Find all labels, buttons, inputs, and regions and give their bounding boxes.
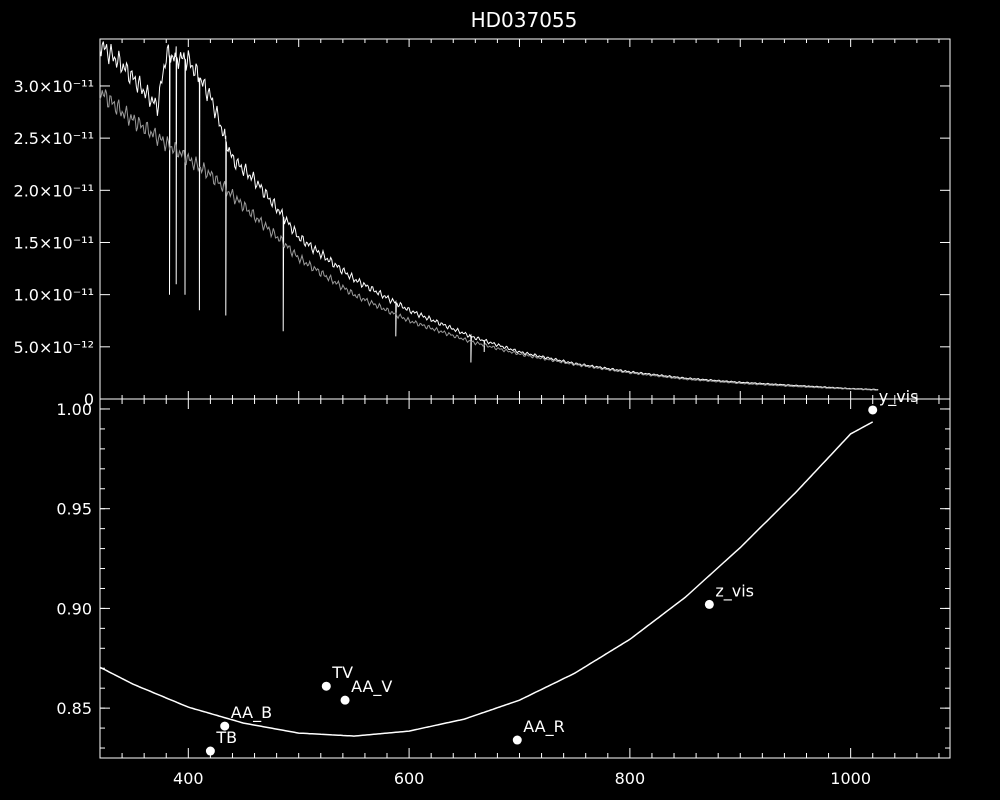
filter-point	[321, 681, 331, 691]
spectrum-series-line	[99, 41, 879, 391]
spectrum-ticks-group: 0 5.0×10⁻¹² 1.0×10⁻¹¹ 1.5×10⁻¹¹ 2.0×10⁻¹¹ 2.5…	[14, 39, 950, 409]
y-tick-label: 0	[84, 390, 94, 409]
y-tick-label: 3.0×10⁻¹¹	[14, 77, 94, 96]
y-tick-label: 0.90	[56, 599, 92, 618]
y-tick-label: 0.85	[56, 699, 92, 718]
fit-curve-line	[99, 421, 874, 737]
x-tick-label: 800	[615, 769, 646, 788]
filter-point-label: AA_V	[351, 677, 392, 697]
filter-point-label: TB	[215, 728, 237, 747]
y-tick-label: 2.0×10⁻¹¹	[14, 181, 94, 200]
filter-point-label: y_vis	[879, 387, 919, 407]
filter-point-label: TV	[331, 663, 353, 682]
y-tick-label: 1.0×10⁻¹¹	[14, 286, 94, 305]
chart-title: HD037055	[471, 8, 578, 32]
y-tick-label: 1.5×10⁻¹¹	[14, 233, 94, 252]
spectrum-series-group	[99, 41, 879, 391]
filter-point	[868, 405, 878, 415]
filter-point-label: z_vis	[715, 581, 754, 601]
fit-curve-group	[99, 421, 874, 737]
y-tick-label: 2.5×10⁻¹¹	[14, 129, 94, 148]
spectrum-panel: 0 5.0×10⁻¹² 1.0×10⁻¹¹ 1.5×10⁻¹¹ 2.0×10⁻¹¹ 2.5…	[14, 38, 951, 409]
x-tick-label: 600	[394, 769, 425, 788]
filter-point	[205, 746, 215, 756]
filter-point-label: AA_R	[523, 717, 564, 737]
y-tick-label: 1.00	[56, 400, 92, 419]
filter-point-label: AA_B	[231, 703, 272, 723]
filter-point	[704, 599, 714, 609]
filter-point	[512, 735, 522, 745]
ratio-ticks-group: 0.85 0.90 0.95 1.00 400 600 800 1000	[56, 399, 950, 788]
y-tick-label: 0.95	[56, 500, 92, 519]
x-tick-label: 400	[173, 769, 204, 788]
ratio-panel-frame	[99, 398, 951, 759]
x-tick-label: 1000	[830, 769, 871, 788]
filter-point	[340, 695, 350, 705]
y-tick-label: 5.0×10⁻¹²	[14, 338, 94, 357]
spectrum-series-line	[99, 89, 879, 391]
filter-point	[220, 721, 230, 731]
